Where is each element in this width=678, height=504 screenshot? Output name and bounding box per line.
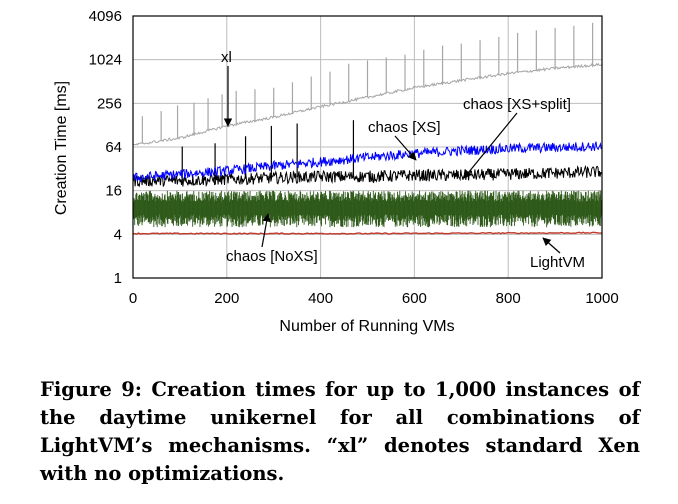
- y-tick-label: 256: [97, 95, 122, 112]
- figure-caption: Figure 9: Creation times for up to 1,000…: [40, 378, 640, 485]
- y-tick-label: 4: [114, 226, 122, 243]
- creation-time-chart: 0 200 400 600 800 1000 1 4 16 64 256 1024 4096 Numbe…: [53, 8, 619, 335]
- figure-9: 0 200 400 600 800 1000 1 4 16 64 256 1024 4096 Numbe…: [40, 8, 640, 485]
- annotations: xl chaos [XS] chaos [XS+split] chaos [No…: [221, 49, 585, 271]
- series-lightvm: [133, 231, 602, 235]
- x-tick-label: 600: [402, 290, 427, 307]
- annotation-lightvm: LightVM: [530, 254, 585, 271]
- axis-ticks: 0 200 400 600 800 1000 1 4 16 64 256 1024 4096: [89, 8, 619, 307]
- series-chaos-xs: [133, 141, 602, 183]
- series-xl: [133, 22, 602, 146]
- y-axis-title: Creation Time [ms]: [53, 81, 70, 215]
- arrow-lightvm: [542, 237, 561, 254]
- y-tick-label: 64: [105, 139, 122, 156]
- annotation-chaos-noxs: chaos [NoXS]: [226, 248, 318, 265]
- annotation-xl: xl: [221, 49, 232, 66]
- y-tick-label: 4096: [89, 8, 122, 25]
- series-chaos-noxs: [133, 190, 602, 228]
- x-tick-label: 400: [308, 290, 333, 307]
- series-lightvm-line: [133, 231, 602, 235]
- x-axis-title: Number of Running VMs: [279, 318, 454, 335]
- x-tick-label: 0: [129, 290, 137, 307]
- y-tick-label: 1: [114, 270, 122, 287]
- arrow-chaos-xs-split: [463, 112, 518, 179]
- plot-frame: [132, 15, 603, 279]
- series-chaos-xs-line: [133, 141, 602, 183]
- x-tick-label: 200: [214, 290, 239, 307]
- x-tick-label: 800: [496, 290, 521, 307]
- x-tick-label: 1000: [585, 290, 618, 307]
- arrow-chaos-noxs: [261, 213, 271, 248]
- annotation-chaos-xs: chaos [XS]: [368, 119, 441, 136]
- arrow-chaos-xs: [394, 135, 417, 161]
- annotation-chaos-xs-split: chaos [XS+split]: [463, 96, 571, 113]
- y-tick-label: 16: [105, 183, 122, 200]
- y-tick-label: 1024: [89, 52, 122, 69]
- series-layer: [133, 22, 602, 235]
